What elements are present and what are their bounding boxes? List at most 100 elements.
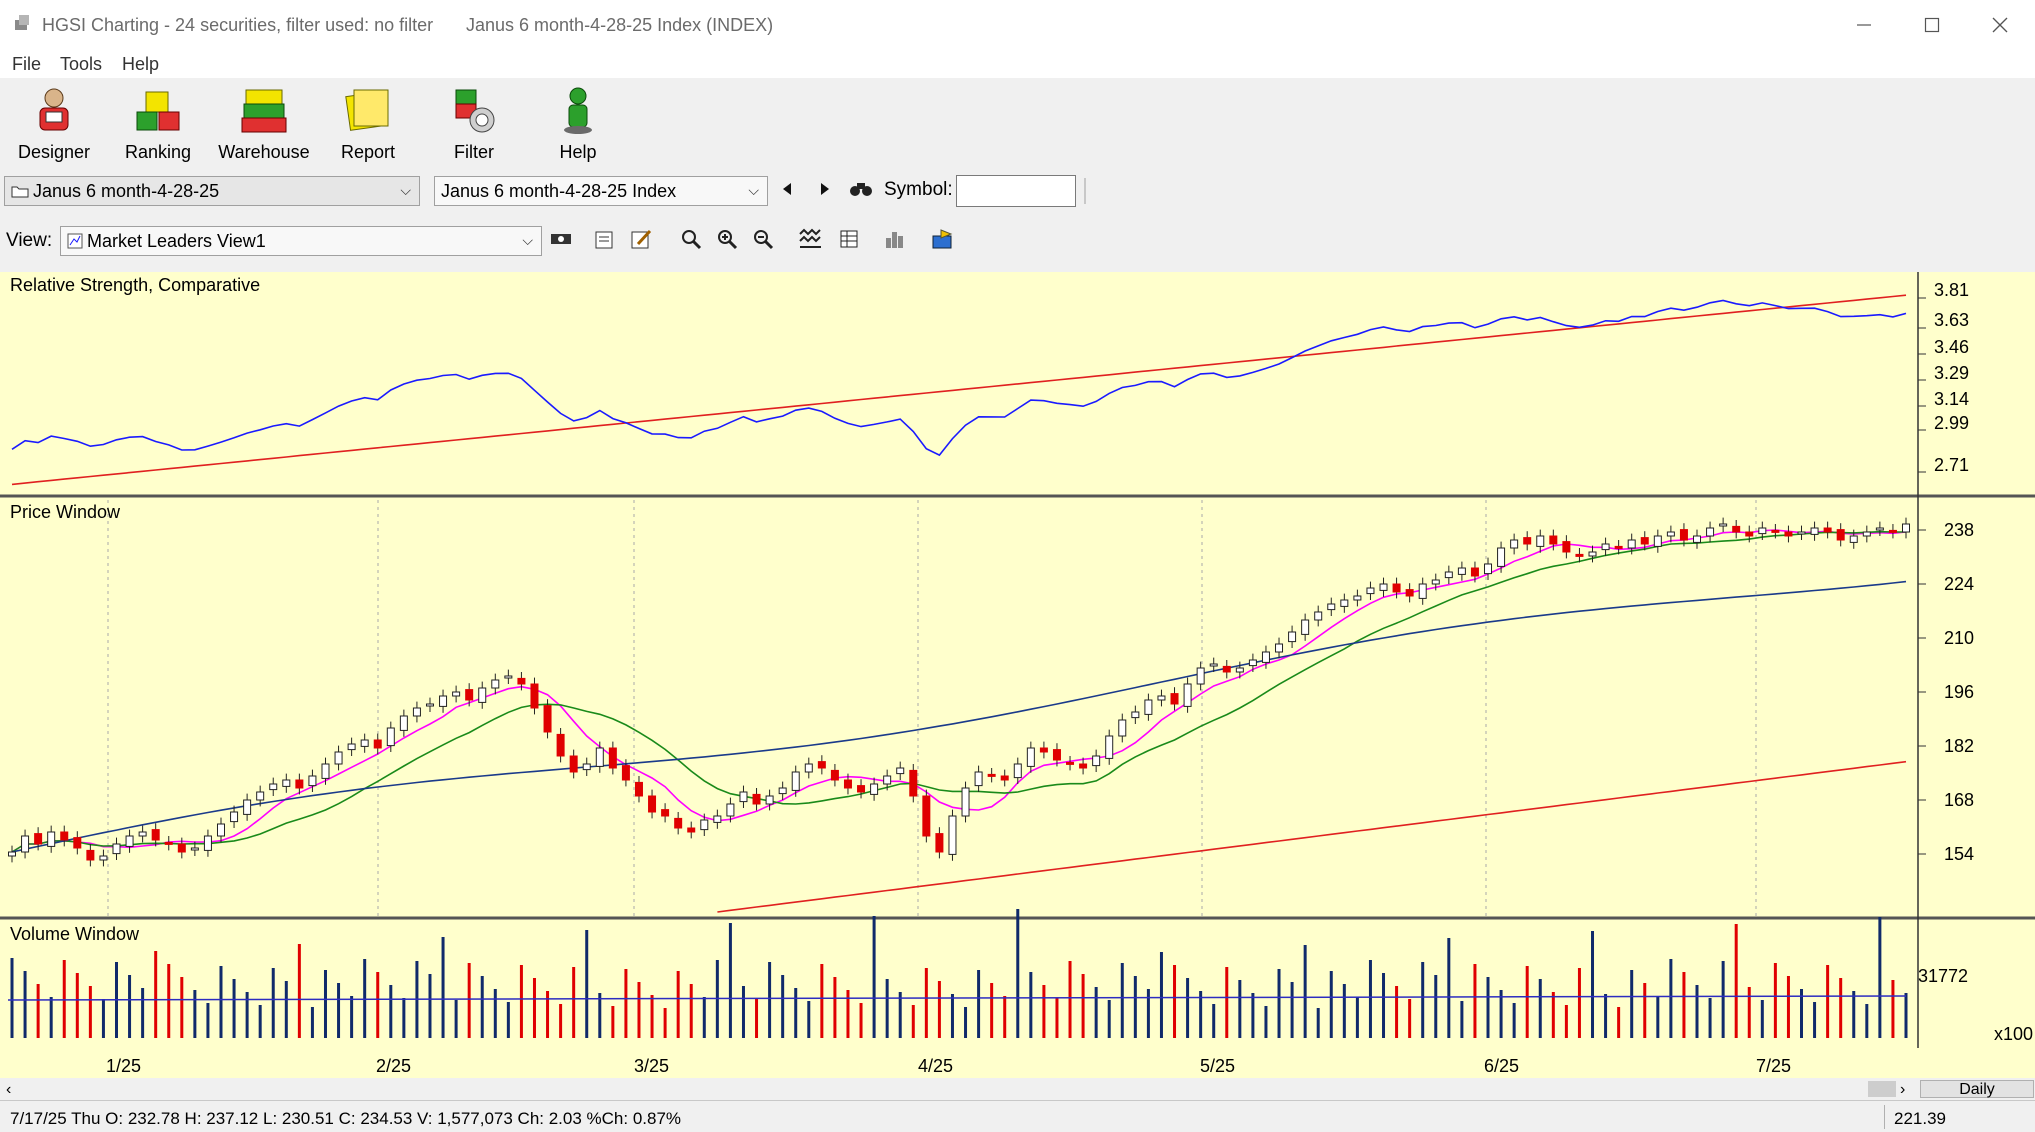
- period-button[interactable]: Daily: [1920, 1080, 2034, 1098]
- candle-body: [974, 771, 983, 787]
- candle-body: [1353, 595, 1362, 601]
- export-button[interactable]: [930, 226, 956, 252]
- previous-button[interactable]: [774, 176, 800, 202]
- candle-body: [608, 747, 617, 769]
- help-button[interactable]: Help: [532, 84, 624, 166]
- candle-body: [1405, 589, 1414, 597]
- candle-body: [1640, 537, 1649, 545]
- candle-body: [948, 815, 957, 855]
- candle-body: [47, 831, 56, 847]
- next-button[interactable]: [812, 176, 838, 202]
- warehouse-button[interactable]: Warehouse: [218, 84, 310, 166]
- candle-body: [1157, 695, 1166, 701]
- folder-select[interactable]: Janus 6 month-4-28-25 ⌵: [4, 176, 420, 206]
- candle-body: [269, 783, 278, 791]
- candle-body: [739, 791, 748, 803]
- candle-body: [1719, 523, 1728, 527]
- candle-body: [1575, 553, 1584, 557]
- bar-chart-icon: [886, 232, 903, 248]
- candle-body: [778, 787, 787, 795]
- candle-body: [791, 771, 800, 791]
- candle-body: [648, 795, 657, 813]
- price-tick-label: 196: [1944, 682, 1975, 702]
- chart-svg[interactable]: [0, 272, 2035, 1078]
- candle-body: [713, 815, 722, 823]
- candle-body: [1653, 535, 1662, 547]
- bar-chart-button[interactable]: [882, 226, 908, 252]
- rs-tick-label: 3.29: [1934, 363, 1970, 383]
- filter-button[interactable]: Filter: [428, 84, 520, 166]
- candle-body: [1314, 611, 1323, 621]
- candle-body: [1875, 527, 1884, 531]
- indicators-button[interactable]: [798, 226, 824, 252]
- candle-body: [373, 739, 382, 749]
- report-label: Report: [340, 142, 396, 162]
- candle-body: [60, 831, 69, 841]
- close-button[interactable]: [1966, 0, 2034, 50]
- candle-body: [1092, 755, 1101, 767]
- candle-body: [830, 769, 839, 781]
- candle-body: [439, 695, 448, 707]
- candle-body: [674, 817, 683, 829]
- table-button[interactable]: [836, 226, 862, 252]
- candle-body: [216, 823, 225, 837]
- scroll-thumb[interactable]: [1868, 1081, 1896, 1097]
- properties-button[interactable]: [592, 226, 618, 252]
- zoom-button[interactable]: [678, 226, 704, 252]
- price-panel-title: Price Window: [10, 502, 121, 522]
- view-label: View:: [6, 230, 53, 251]
- cursor-value: 221.39: [1894, 1109, 1946, 1128]
- candle-body: [360, 739, 369, 747]
- candle-body: [961, 787, 970, 817]
- chart-area[interactable]: Relative Strength, Comparative Price Win…: [0, 272, 2035, 1078]
- candle-body: [399, 715, 408, 731]
- candle-body: [1118, 719, 1127, 737]
- view-row: View: Market Leaders View1 ⌵: [0, 212, 2035, 272]
- candle-body: [909, 769, 918, 797]
- ranking-button[interactable]: Ranking: [112, 84, 204, 166]
- scroll-left-icon[interactable]: ‹: [6, 1081, 12, 1098]
- candle-body: [1013, 763, 1022, 779]
- candle-body: [99, 855, 108, 861]
- candle-body: [334, 751, 343, 765]
- candle-body: [517, 677, 526, 685]
- report-button[interactable]: Report: [322, 84, 414, 166]
- view-settings-button[interactable]: [548, 226, 574, 252]
- maximize-button[interactable]: [1898, 0, 1966, 50]
- index-select[interactable]: Janus 6 month-4-28-25 Index ⌵: [434, 176, 768, 206]
- candle-body: [73, 837, 82, 849]
- find-button[interactable]: [848, 176, 874, 202]
- candle-body: [321, 763, 330, 779]
- designer-button[interactable]: Designer: [8, 84, 100, 166]
- candle-body: [243, 799, 252, 815]
- x-tick-label: 5/25: [1200, 1056, 1236, 1076]
- symbol-label: Symbol:: [884, 179, 953, 200]
- candle-body: [1000, 775, 1009, 781]
- candle-body: [1536, 535, 1545, 547]
- zoom-out-button[interactable]: [750, 226, 776, 252]
- report-icon: [345, 89, 389, 131]
- title-bar: HGSI Charting - 24 securities, filter us…: [0, 0, 2035, 50]
- zoom-in-button[interactable]: [714, 226, 740, 252]
- menu-file[interactable]: File: [12, 54, 42, 74]
- menu-tools[interactable]: Tools: [60, 54, 103, 74]
- candle-body: [1497, 547, 1506, 567]
- view-select[interactable]: Market Leaders View1 ⌵: [60, 226, 542, 256]
- candle-body: [256, 791, 265, 801]
- status-bar: 7/17/25 Thu O: 232.78 H: 237.12 L: 230.5…: [0, 1100, 2035, 1132]
- scroll-right-icon[interactable]: ›: [1900, 1081, 1906, 1098]
- candle-body: [752, 793, 761, 805]
- minimize-icon: [1857, 24, 1871, 26]
- x-tick-label: 3/25: [634, 1056, 670, 1076]
- menu-help[interactable]: Help: [122, 54, 160, 74]
- horizontal-scrollbar[interactable]: ‹ › Daily: [0, 1078, 2035, 1100]
- binoculars-icon: [850, 183, 872, 196]
- symbol-input[interactable]: [956, 175, 1076, 207]
- candle-body: [1823, 527, 1832, 533]
- edit-view-button[interactable]: [628, 226, 654, 252]
- candle-body: [478, 687, 487, 703]
- volume-panel-title: Volume Window: [10, 924, 140, 944]
- rs-tick-label: 3.46: [1934, 337, 1970, 357]
- candle-body: [1484, 563, 1493, 575]
- minimize-button[interactable]: [1830, 0, 1898, 50]
